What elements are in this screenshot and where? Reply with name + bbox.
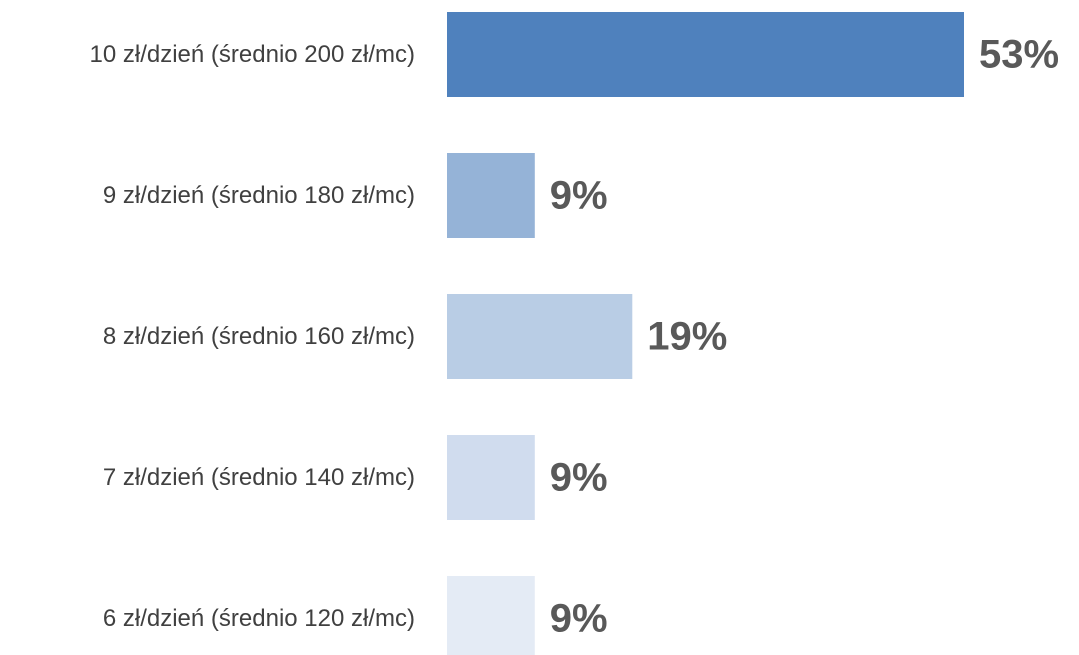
bars-group <box>447 12 964 655</box>
data-label-2: 9% <box>550 174 608 218</box>
data-label-5: 9% <box>550 597 608 641</box>
category-label-2: 9 zł/dzień (średnio 180 zł/mc) <box>103 182 415 209</box>
category-label-5: 6 zł/dzień (średnio 120 zł/mc) <box>103 605 415 632</box>
category-labels-group: 10 zł/dzień (średnio 200 zł/mc) 9 zł/dzie… <box>90 41 415 632</box>
data-label-4: 9% <box>550 456 608 500</box>
bar-2 <box>447 153 535 238</box>
bar-3 <box>447 294 633 379</box>
data-label-1: 53% <box>979 33 1059 77</box>
data-labels-group: 53% 9% 19% 9% 9% <box>550 33 1059 641</box>
category-label-3: 8 zł/dzień (średnio 160 zł/mc) <box>103 323 415 350</box>
bar-1 <box>447 12 964 97</box>
category-label-4: 7 zł/dzień (średnio 140 zł/mc) <box>103 464 415 491</box>
category-label-1: 10 zł/dzień (średnio 200 zł/mc) <box>90 41 415 68</box>
data-label-3: 19% <box>647 315 727 359</box>
bar-4 <box>447 435 535 520</box>
bar-5 <box>447 576 535 655</box>
